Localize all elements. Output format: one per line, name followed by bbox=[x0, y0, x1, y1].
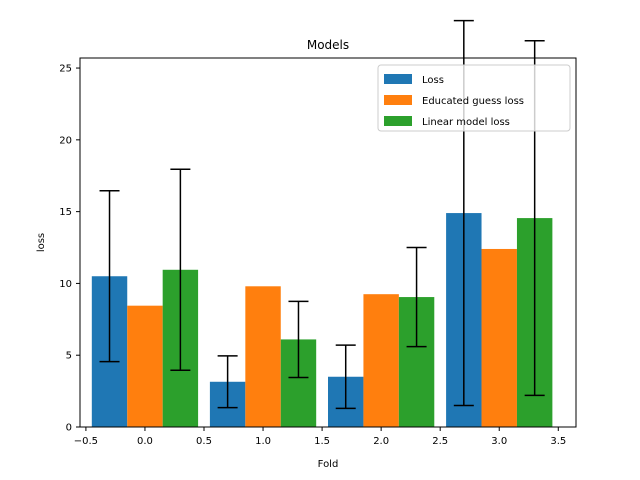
y-tick-label: 20 bbox=[59, 135, 72, 146]
x-tick-label: 0.5 bbox=[196, 436, 212, 447]
x-tick-label: 1.0 bbox=[255, 436, 271, 447]
bar-series-1-fold-1 bbox=[245, 286, 281, 427]
errorbar-series-2-fold-1 bbox=[288, 300, 309, 379]
errorbar-series-0-fold-1 bbox=[217, 355, 238, 409]
x-tick-label: 3.5 bbox=[550, 436, 566, 447]
y-axis-label: loss bbox=[36, 233, 47, 252]
x-axis: −0.5 0.0 0.5 1.0 1.5 2.0 2.5 3.0 3.5 bbox=[74, 427, 566, 447]
bar-series-1-fold-3 bbox=[481, 248, 517, 427]
y-tick-label: 15 bbox=[59, 207, 72, 218]
y-tick-label: 10 bbox=[59, 279, 72, 290]
x-tick-label: 0.0 bbox=[137, 436, 153, 447]
legend-entry-2: Linear model loss bbox=[384, 116, 510, 128]
errorbar-series-0-fold-0 bbox=[99, 190, 120, 363]
bar-series-1-fold-0 bbox=[127, 305, 163, 427]
y-axis: 0 5 10 15 20 25 bbox=[59, 64, 80, 434]
plot-frame bbox=[79, 57, 577, 428]
x-axis-label: Fold bbox=[318, 459, 339, 470]
legend-label: Educated guess loss bbox=[422, 96, 524, 107]
x-tick-label: 3.0 bbox=[491, 436, 507, 447]
bar-series-1-fold-2 bbox=[363, 294, 399, 427]
legend-swatch bbox=[384, 74, 412, 84]
legend-label: Loss bbox=[422, 75, 444, 86]
legend-swatch bbox=[384, 116, 412, 126]
legend: Loss Educated guess loss Linear model loss bbox=[377, 64, 571, 132]
x-tick-label: 2.0 bbox=[373, 436, 389, 447]
legend-entry-1: Educated guess loss bbox=[384, 95, 524, 107]
x-tick-label: 2.5 bbox=[432, 436, 448, 447]
legend-swatch bbox=[384, 95, 412, 105]
x-tick-label: −0.5 bbox=[74, 436, 98, 447]
legend-box bbox=[377, 64, 571, 132]
errorbar-series-2-fold-2 bbox=[406, 246, 427, 348]
y-tick-label: 0 bbox=[66, 423, 72, 434]
chart-title: Models bbox=[307, 38, 349, 52]
legend-entry-0: Loss bbox=[384, 74, 444, 86]
y-tick-label: 5 bbox=[66, 351, 72, 362]
y-tick-label: 25 bbox=[59, 64, 72, 75]
x-tick-label: 1.5 bbox=[314, 436, 330, 447]
errorbar-series-2-fold-0 bbox=[170, 168, 191, 372]
legend-label: Linear model loss bbox=[422, 117, 510, 128]
errorbar-series-0-fold-2 bbox=[335, 344, 356, 410]
